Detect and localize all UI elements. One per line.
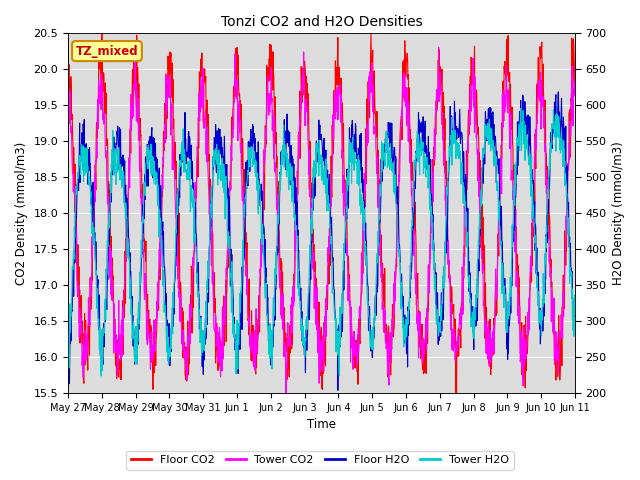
Tower H2O (400, 326, 408, 332)
Floor H2O (467, 270, 474, 276)
Floor H2O (234, 349, 241, 355)
Floor H2O (177, 173, 184, 179)
Floor CO2 (452, 390, 460, 396)
Line: Tower CO2: Tower CO2 (68, 47, 575, 393)
Title: Tonzi CO2 and H2O Densities: Tonzi CO2 and H2O Densities (221, 15, 422, 29)
Tower CO2 (400, 83, 408, 88)
Tower H2O (64, 349, 72, 355)
Tower CO2 (282, 390, 290, 396)
Floor CO2 (177, 294, 185, 300)
Floor H2O (64, 318, 72, 324)
Floor CO2 (511, 249, 519, 254)
Tower H2O (97, 373, 105, 379)
Y-axis label: CO2 Density (mmol/m3): CO2 Density (mmol/m3) (15, 142, 28, 285)
Floor CO2 (571, 79, 579, 84)
Tower H2O (511, 162, 519, 168)
Floor CO2 (467, 102, 474, 108)
Floor H2O (554, 89, 562, 95)
Tower CO2 (177, 292, 184, 298)
Y-axis label: H2O Density (mmol/m3): H2O Density (mmol/m3) (612, 141, 625, 285)
Line: Floor H2O: Floor H2O (68, 92, 575, 390)
Floor CO2 (98, 30, 106, 36)
Text: TZ_mixed: TZ_mixed (76, 45, 138, 58)
Tower H2O (234, 366, 242, 372)
Tower CO2 (164, 82, 172, 88)
Tower H2O (517, 106, 525, 111)
X-axis label: Time: Time (307, 419, 336, 432)
Floor CO2 (64, 33, 72, 39)
Floor CO2 (234, 72, 242, 77)
Floor H2O (164, 340, 172, 346)
Tower CO2 (234, 78, 241, 84)
Floor H2O (571, 297, 579, 302)
Tower CO2 (571, 93, 579, 99)
Tower H2O (177, 162, 185, 168)
Floor CO2 (165, 55, 173, 61)
Tower H2O (571, 311, 579, 317)
Floor H2O (334, 387, 342, 393)
Tower CO2 (511, 244, 519, 250)
Legend: Floor CO2, Tower CO2, Floor H2O, Tower H2O: Floor CO2, Tower CO2, Floor H2O, Tower H… (126, 451, 514, 469)
Tower CO2 (435, 44, 442, 50)
Floor H2O (400, 317, 408, 323)
Line: Floor CO2: Floor CO2 (68, 33, 575, 393)
Tower H2O (165, 360, 173, 366)
Tower CO2 (467, 82, 474, 88)
Line: Tower H2O: Tower H2O (68, 108, 575, 376)
Floor H2O (511, 200, 519, 206)
Tower CO2 (64, 127, 72, 132)
Tower H2O (467, 296, 474, 302)
Floor CO2 (400, 70, 408, 76)
